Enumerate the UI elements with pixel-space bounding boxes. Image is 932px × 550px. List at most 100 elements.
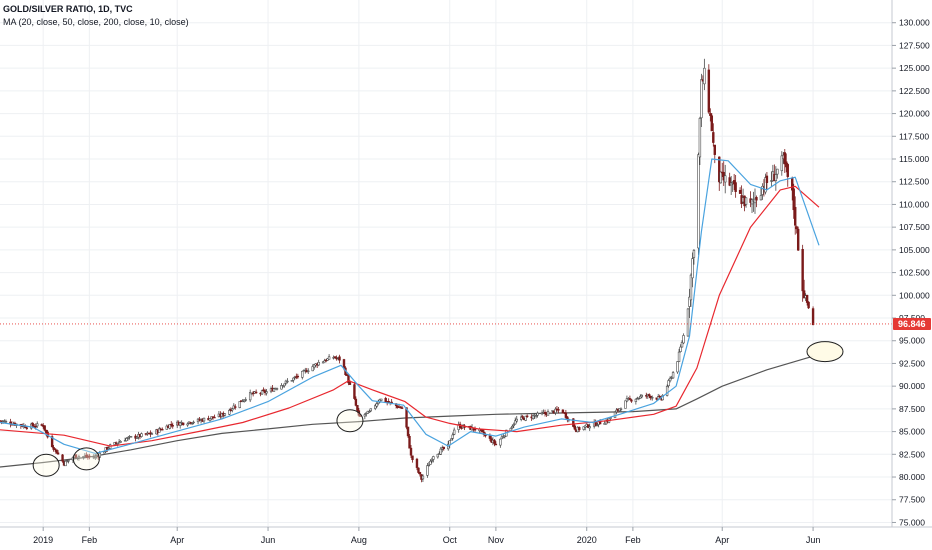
candle-body [432,456,435,460]
candle-body [43,425,46,431]
candle-body [354,398,358,406]
candle-body [408,435,411,449]
candle-body [703,67,706,85]
candles [0,58,815,483]
candle-body [442,446,445,450]
candle-body [493,439,496,444]
candle-body [564,412,568,418]
price-axis[interactable]: 75.000 77.500 80.000 82.500 85.000 87.500 90.0… [892,18,930,528]
candle-body [531,415,535,419]
symbol-title[interactable]: GOLD/SILVER RATIO, 1D, TVC [3,4,133,14]
candle-body [520,416,523,420]
chart-legend: GOLD/SILVER RATIO, 1D, TVC MA (20, close… [3,3,189,29]
candle-body [761,186,764,195]
candle-body [657,396,660,400]
y-tick-label: 100.000 [899,290,930,300]
candle-body [129,436,133,438]
candle-body [667,380,670,387]
candle-body [368,411,371,413]
candle-body [409,447,413,456]
candle-body [484,434,487,437]
candle-body [625,398,629,402]
last-price-badge-layer: 96.846 [893,317,931,330]
candle-body [168,424,171,429]
candle-body [283,383,286,387]
candle-body [301,370,304,378]
candle-body [254,391,258,394]
y-tick-label: 127.500 [899,40,930,50]
y-tick-label: 90.000 [899,381,925,391]
candle-body [417,467,420,473]
candle-body [307,370,310,372]
candle-body [286,380,289,383]
y-tick-label: 92.500 [899,358,925,368]
candle-body [411,455,414,460]
candle-body [369,408,372,412]
candle-body [171,425,174,427]
y-tick-label: 80.000 [899,472,925,482]
candle-body [348,382,352,385]
candle-body [451,434,454,439]
candle-body [494,443,498,446]
candle-body [281,385,285,387]
candle-body [363,414,367,417]
candle-body [521,416,524,418]
candle-body [557,409,560,411]
candle-body [536,412,539,416]
candle-body [4,420,8,423]
candle-body [628,398,632,400]
candle-body [709,113,712,116]
candle-body [692,250,696,258]
candle-body [514,420,517,425]
candle-body [380,398,383,401]
candle-body [668,377,672,382]
x-tick-label: 2020 [577,535,597,545]
candle-body [640,394,644,398]
y-tick-label: 102.500 [899,268,930,278]
y-tick-label: 77.500 [899,495,925,505]
candle-body [780,155,784,172]
candle-body [700,79,703,119]
candle-body [415,458,419,468]
candle-body [677,351,681,362]
x-tick-label: Nov [488,535,505,545]
candle-body [770,180,773,182]
candle-body [223,413,227,416]
candle-body [52,447,55,450]
candle-body [238,401,241,408]
candle-body [689,274,693,301]
candle-body [582,426,585,430]
time-axis[interactable]: 2019 Feb Apr Jun Aug Oct Nov 2020 Feb Apr Jun [33,527,820,545]
candle-body [802,290,806,299]
x-tick-label: Aug [351,535,367,545]
ma50-layer [0,185,820,447]
candle-body [208,418,212,421]
candle-body [248,392,252,401]
candle-body [665,386,669,396]
candle-body [170,423,173,426]
candle-body [572,418,575,427]
candle-body [178,422,182,426]
candle-body [450,438,453,441]
candle-body [103,451,106,454]
candle-body [181,422,185,425]
candle-body [679,346,682,352]
candle-body [794,206,797,226]
indicator-label[interactable]: MA (20, close, 50, close, 200, close, 10… [3,17,189,27]
y-tick-label: 107.500 [899,222,930,232]
candle-body [697,154,700,249]
candle-body [272,388,276,392]
candle-body [688,296,691,307]
candle-body [680,341,684,348]
x-tick-label: Apr [715,535,729,545]
candle-body [588,426,591,429]
candle-body [150,433,154,435]
candle-body [651,396,654,399]
y-tick-label: 125.000 [899,63,930,73]
candle-body [36,423,39,427]
candle-body [671,372,675,379]
annotation-ellipse [336,409,364,433]
candle-body [400,407,404,409]
candle-body [786,164,789,177]
